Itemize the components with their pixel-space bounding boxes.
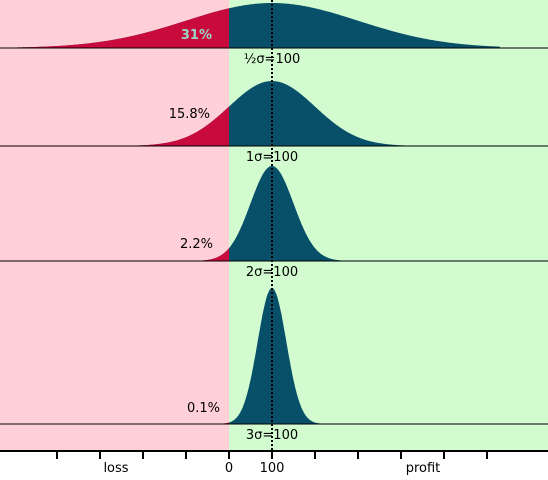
loss-region-background [0,0,229,451]
loss-region-label: loss [103,461,128,476]
profit-region-label: profit [406,461,441,476]
distribution-panels [0,3,548,425]
loss-percent-label: 15.8% [169,107,210,122]
loss-percent-label: 31% [181,28,212,43]
panel-2 [0,81,548,147]
sigma-label: 3σ=100 [246,428,298,443]
loss-area [1,8,229,48]
panel-3 [0,166,548,262]
distribution-curve [1,3,500,48]
x-tick-label: 100 [260,461,285,476]
panel-4 [0,288,548,425]
distribution-curve [1,288,500,424]
distribution-curve [1,81,500,146]
panel-1 [0,3,548,49]
sigma-label: 1σ=100 [246,150,298,165]
loss-percent-label: 0.1% [187,401,220,416]
x-tick-label: 0 [225,461,233,476]
loss-area [1,106,229,146]
axis-background [0,451,548,480]
chart-labels: ½σ=100 31% 1σ=100 15.8% 2σ=100 2.2% 3σ=100 0.1%… [103,28,440,476]
sigma-label: 2σ=100 [246,265,298,280]
loss-percent-label: 2.2% [180,237,213,252]
x-axis [0,450,548,480]
sigma-label: ½σ=100 [244,52,301,67]
distribution-curve [1,166,500,261]
